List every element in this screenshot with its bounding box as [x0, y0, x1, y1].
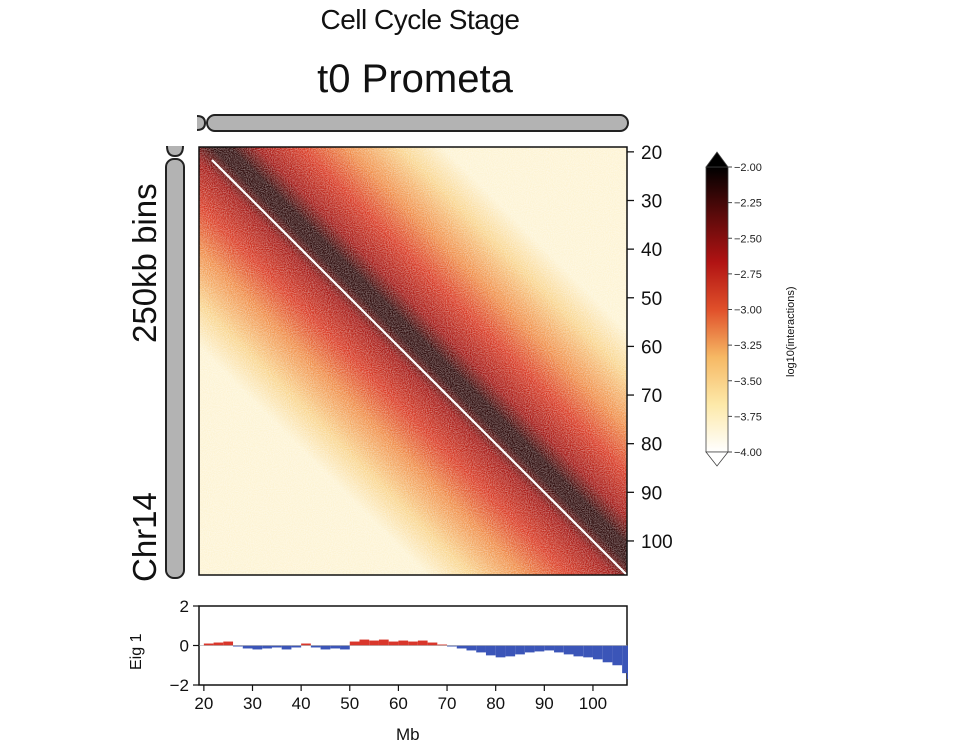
eig-bar	[534, 645, 545, 652]
x-axis-label: Mb	[396, 725, 420, 744]
colorbar-tick-label: −2.00	[734, 162, 762, 174]
eig-bar	[466, 645, 477, 651]
eig-bar	[262, 645, 272, 649]
eig-bar	[627, 645, 628, 680]
plot-title: t0 Prometa	[317, 57, 513, 101]
chromosome-ideogram-vertical	[165, 145, 185, 579]
eig-bar	[563, 645, 574, 655]
eig-bar	[271, 645, 282, 648]
eig-bar	[573, 645, 584, 657]
eig-bar	[524, 645, 535, 653]
x-tick-label: 70	[438, 694, 457, 713]
colorbar: −2.00 −2.25 −2.50 −2.75 −3.00 −3.25 −3.50 −3.75…	[705, 151, 762, 467]
eig-bar	[612, 645, 623, 666]
eig-bar	[320, 645, 331, 650]
colorbar-label: log10(interactions)	[785, 286, 797, 378]
heatmap-frame	[198, 146, 628, 576]
chromosome-label: Chr14	[126, 492, 163, 582]
chromosome-ideogram-horizontal	[196, 114, 629, 132]
colorbar-tick-label: −3.25	[734, 340, 762, 352]
x-tick-label: 30	[243, 694, 262, 713]
colorbar-tick-label: −3.75	[734, 411, 762, 423]
eig-bar	[378, 639, 389, 646]
eig-bar	[281, 645, 292, 650]
eig-bar	[252, 645, 263, 650]
eig-bar	[447, 645, 457, 647]
eig-bar	[456, 645, 467, 649]
y-tick-label: 40	[641, 240, 662, 261]
eig-bar	[223, 641, 234, 646]
eig-bar	[330, 645, 341, 649]
colorbar-max-arrow	[705, 151, 729, 168]
y-tick-label: 50	[641, 289, 662, 310]
colorbar-tick-label: −3.50	[734, 376, 762, 388]
eig-bar	[592, 645, 603, 660]
eig-y-tick-label: 2	[180, 597, 189, 616]
x-tick-label: 50	[340, 694, 359, 713]
eig-bar	[398, 640, 409, 646]
eig-bar	[233, 645, 243, 647]
eig-bar	[505, 645, 516, 657]
resolution-label: 250kb bins	[126, 183, 163, 343]
y-tick-label: 90	[641, 483, 662, 504]
y-tick-label: 100	[641, 532, 673, 553]
y-tick-label: 30	[641, 192, 662, 213]
x-tick-label: 80	[486, 694, 505, 713]
eig-bar	[622, 645, 627, 674]
eig-bar	[369, 640, 379, 646]
y-tick-label: 20	[641, 143, 662, 164]
colorbar-tick-label: −2.50	[734, 233, 762, 245]
y-tick-label: 70	[641, 386, 662, 407]
eig-bar	[495, 645, 506, 658]
eig-bar	[544, 645, 555, 651]
eig-bar	[242, 645, 253, 649]
colorbar-min-arrow	[705, 451, 729, 467]
eig-bar	[515, 645, 525, 655]
eig-axis-label: Eig 1	[128, 633, 145, 670]
eig-bar	[437, 644, 448, 646]
x-tick-label: 20	[194, 694, 213, 713]
colorbar-tick-label: −3.00	[734, 305, 762, 317]
eig-bar	[417, 640, 428, 646]
contact-heatmap	[199, 147, 627, 575]
x-tick-label: 90	[535, 694, 554, 713]
y-tick-label: 80	[641, 435, 662, 456]
eig-bar	[349, 641, 360, 646]
colorbar-tick-label: −2.75	[734, 269, 762, 281]
eig-bar	[310, 645, 321, 648]
eig-bar	[583, 645, 593, 658]
heatmap-diagonal	[211, 159, 627, 575]
eig-bar	[554, 645, 564, 653]
eig-bar	[291, 645, 302, 648]
eig-bar	[301, 643, 311, 646]
eig-bar	[408, 641, 418, 646]
eig-bar	[485, 645, 496, 656]
eig-bar	[203, 643, 214, 646]
heatmap-y-axis: 20 30 40 50 60 70 80 90 100	[627, 143, 673, 553]
x-tick-label: 40	[292, 694, 311, 713]
eig-bar	[602, 645, 613, 663]
eig-y-tick-label: −2	[170, 676, 189, 695]
stage-label: Cell Cycle Stage	[320, 4, 520, 35]
colorbar-tick-label: −2.25	[734, 198, 762, 210]
eig-bar	[427, 642, 438, 646]
eig-bar	[359, 639, 370, 646]
x-tick-label: 60	[389, 694, 408, 713]
y-tick-label: 60	[641, 337, 662, 358]
eigenvector-track: 20−2 20 30 40 50 60 70 80 90 100	[170, 597, 628, 713]
colorbar-tick-label: −4.00	[734, 447, 762, 459]
eig-bar	[388, 641, 399, 646]
eig-bar	[340, 645, 350, 650]
eig-y-tick-label: 0	[180, 637, 189, 656]
eig-bar	[213, 642, 224, 646]
eig-bar	[476, 645, 486, 653]
x-tick-label: 100	[579, 694, 607, 713]
